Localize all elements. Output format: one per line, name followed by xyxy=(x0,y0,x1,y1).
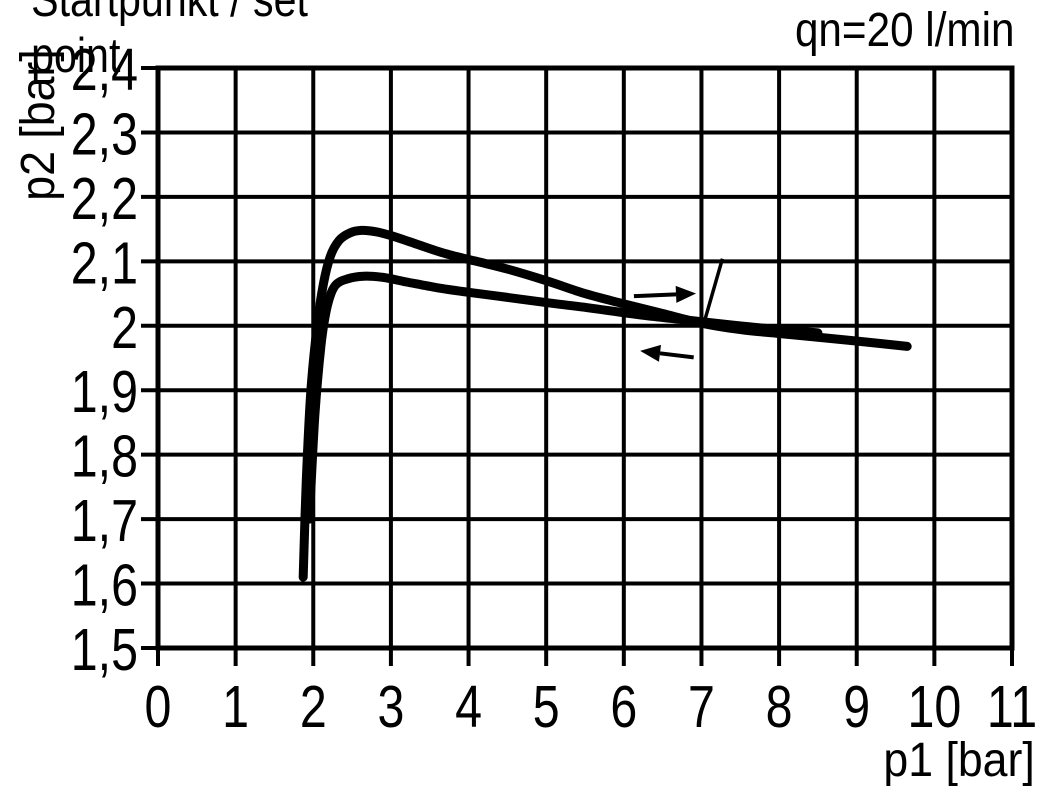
set-point-annotation: Startpunkt / set point xyxy=(0,0,389,83)
plot-frame xyxy=(155,65,1015,651)
y-tick-label: 2 xyxy=(111,295,138,361)
x-tick-label: 4 xyxy=(455,675,482,741)
x-tick-label: 2 xyxy=(300,675,327,741)
x-tick-label: 0 xyxy=(145,675,172,741)
x-tick-label: 10 xyxy=(907,675,961,741)
x-tick-label: 8 xyxy=(766,675,793,741)
flow-rate-title: qn=20 l/min xyxy=(794,4,1014,57)
x-tick-label: 11 xyxy=(987,675,1037,741)
direction-right-arrow xyxy=(633,285,697,303)
y-tick-label: 1,7 xyxy=(71,489,138,555)
set-point-annotation-label: Startpunkt / set point xyxy=(31,0,308,83)
curve-lower-hysteresis-branch xyxy=(304,271,823,524)
x-tick-label: 6 xyxy=(610,675,637,741)
y-tick-label: 2,4 xyxy=(71,38,138,104)
x-tick-label: 5 xyxy=(533,675,560,741)
y-tick-label: 1,8 xyxy=(71,424,138,490)
y-tick-label: 1,5 xyxy=(71,618,138,684)
x-tick-label: 3 xyxy=(377,675,404,741)
x-tick-label: 1 xyxy=(222,675,249,741)
annotation-leader-line xyxy=(701,258,725,327)
x-axis-title: p1 [bar] xyxy=(883,734,1035,787)
y-tick-label: 2,3 xyxy=(71,102,138,168)
x-tick-label: 7 xyxy=(688,675,715,741)
y-tick-label: 2,2 xyxy=(71,166,138,232)
y-tick-label: 1,6 xyxy=(71,553,138,619)
x-tick-labels: 0 1 2 3 4 5 6 7 8 9 10 11 xyxy=(145,675,1038,741)
x-tick-label: 9 xyxy=(843,675,870,741)
direction-left-arrow xyxy=(640,344,694,362)
y-tick-label: 1,9 xyxy=(71,360,138,426)
gridlines xyxy=(141,66,1014,666)
y-tick-labels: 2,42,32,22,121,91,81,71,61,5 xyxy=(71,38,138,684)
y-tick-label: 2,1 xyxy=(71,231,138,297)
